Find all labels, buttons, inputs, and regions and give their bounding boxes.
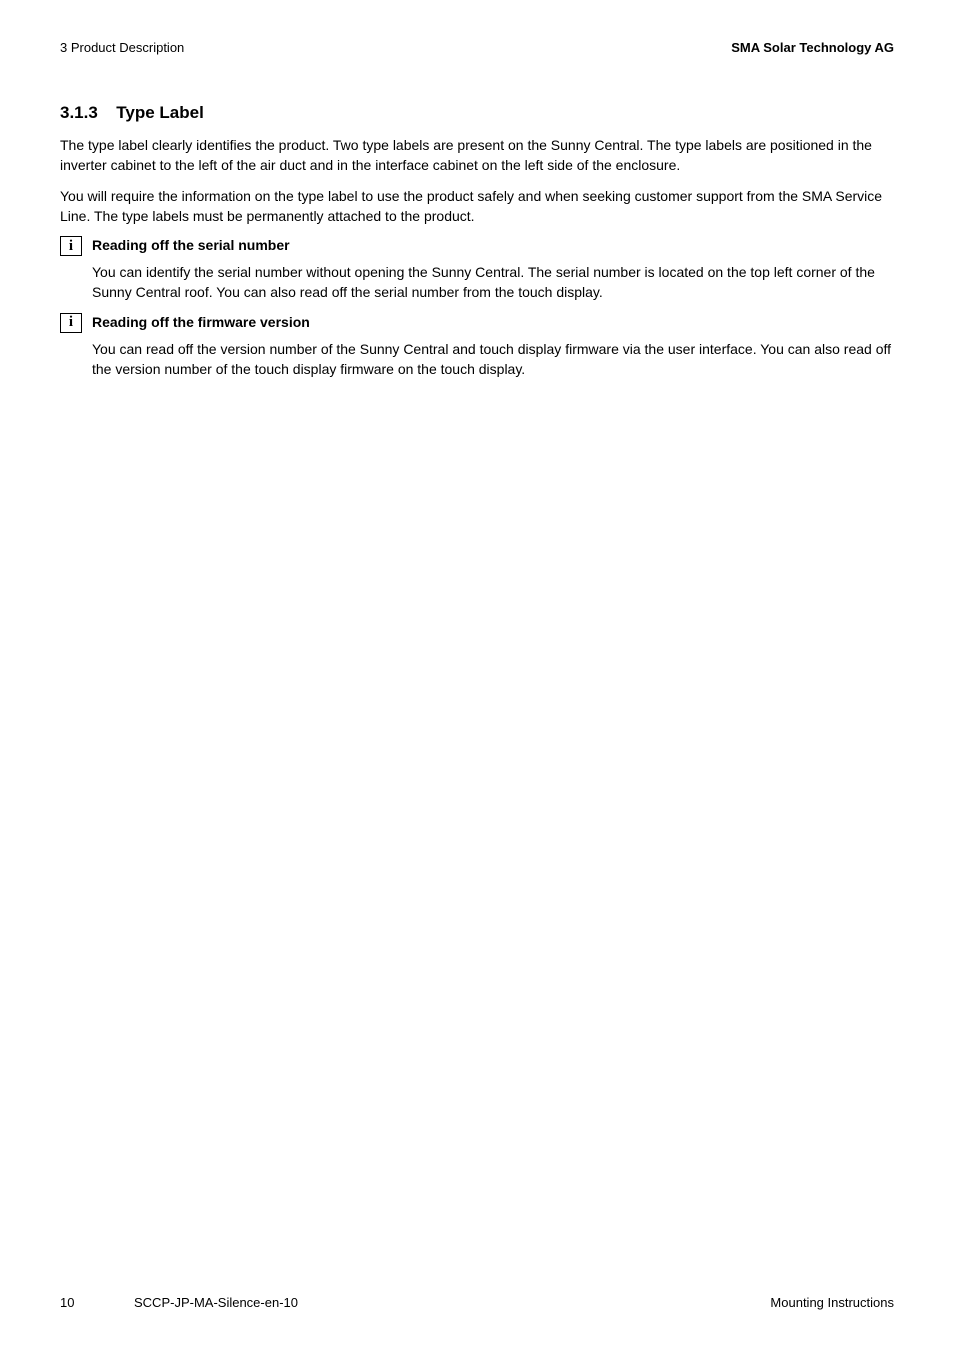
page-footer: 10 SCCP-JP-MA-Silence-en-10 Mounting Ins…	[60, 1295, 894, 1310]
section-heading: 3.1.3 Type Label	[60, 103, 894, 123]
info-icon: i	[60, 313, 82, 333]
info-block-firmware: i Reading off the firmware version	[60, 313, 894, 333]
info-icon: i	[60, 236, 82, 256]
info-heading-serial: Reading off the serial number	[92, 236, 290, 253]
body-paragraph-2: You will require the information on the …	[60, 186, 894, 227]
page-header: 3 Product Description SMA Solar Technolo…	[60, 40, 894, 55]
header-left-chapter: 3 Product Description	[60, 40, 184, 55]
footer-left: 10 SCCP-JP-MA-Silence-en-10	[60, 1295, 298, 1310]
section-number: 3.1.3	[60, 103, 98, 123]
footer-page-number: 10	[60, 1295, 134, 1310]
footer-doc-type: Mounting Instructions	[770, 1295, 894, 1310]
info-icon-glyph: i	[69, 239, 73, 254]
body-paragraph-1: The type label clearly identifies the pr…	[60, 135, 894, 176]
header-right-company: SMA Solar Technology AG	[731, 40, 894, 55]
info-icon-glyph: i	[69, 315, 73, 330]
footer-doc-id: SCCP-JP-MA-Silence-en-10	[134, 1295, 298, 1310]
info-body-serial: You can identify the serial number witho…	[92, 262, 894, 303]
info-body-firmware: You can read off the version number of t…	[92, 339, 894, 380]
section-title: Type Label	[116, 103, 204, 123]
info-heading-firmware: Reading off the firmware version	[92, 313, 310, 330]
info-block-serial: i Reading off the serial number	[60, 236, 894, 256]
